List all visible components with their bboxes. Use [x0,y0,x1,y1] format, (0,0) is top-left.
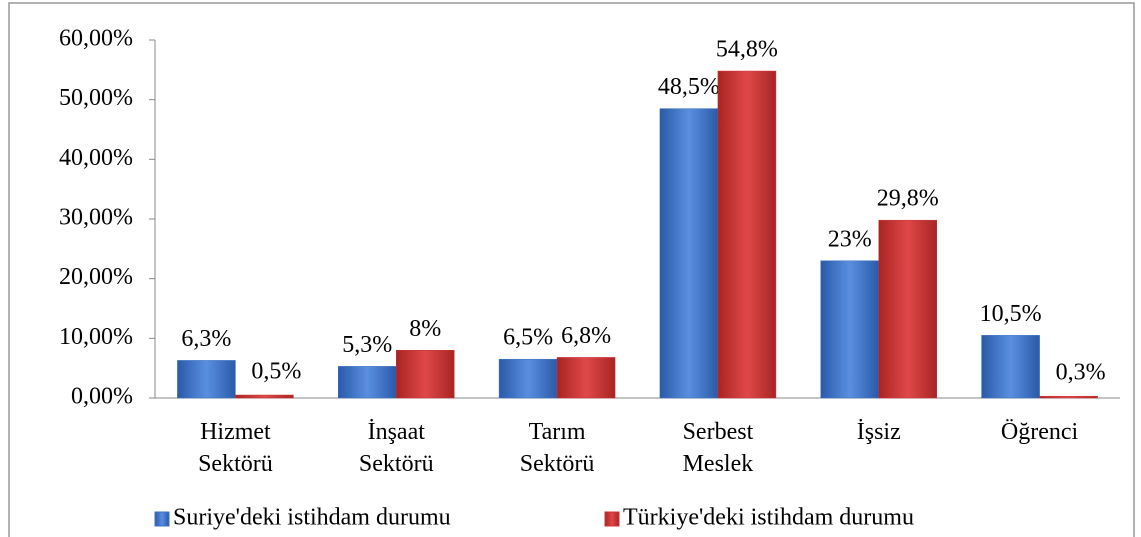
y-tick-label: 50,00% [59,85,133,111]
data-label: 10,5% [980,301,1042,327]
data-label: 6,5% [503,325,553,351]
y-tick-label: 20,00% [59,264,133,290]
data-label: 54,8% [716,37,778,63]
data-label: 0,5% [251,359,301,385]
x-tick-label: Serbest Meslek [682,419,754,477]
y-tick-label: 40,00% [59,145,133,171]
bar [659,108,719,399]
data-label: 8% [409,316,441,342]
bar [1039,395,1098,399]
bar [338,366,397,399]
data-label: 6,3% [181,326,231,352]
y-tick-label: 10,00% [59,324,133,350]
legend-label: Suriye'deki istihdam durumu [173,505,451,531]
x-tick-label: Tarım Sektörü [519,419,595,477]
frame [8,2,1135,537]
data-label: 23% [828,226,872,252]
x-tick-label: İşsiz [856,419,901,445]
bar [177,360,236,399]
x-tick-label: İnşaat Sektörü [358,419,434,477]
bar [235,394,294,399]
bar [981,335,1040,399]
bar [556,357,616,399]
legend-swatch [154,511,170,527]
y-tick-label: 30,00% [59,205,133,231]
bar [498,358,558,399]
data-label: 48,5% [658,74,720,100]
data-label: 5,3% [342,332,392,358]
bar [820,260,879,399]
x-tick-label: Öğrenci [1000,419,1079,445]
bar [878,219,937,399]
y-tick-label: 60,00% [59,26,133,52]
bar [717,70,777,399]
data-label: 0,3% [1056,360,1106,386]
legend-swatch [604,511,620,527]
data-label: 6,8% [561,323,611,349]
bar [396,350,455,399]
data-label: 29,8% [877,186,939,212]
x-tick-label: Hizmet Sektörü [198,419,273,477]
legend-label: Türkiye'deki istihdam durumu [623,505,914,531]
y-tick-label: 0,00% [71,384,133,410]
